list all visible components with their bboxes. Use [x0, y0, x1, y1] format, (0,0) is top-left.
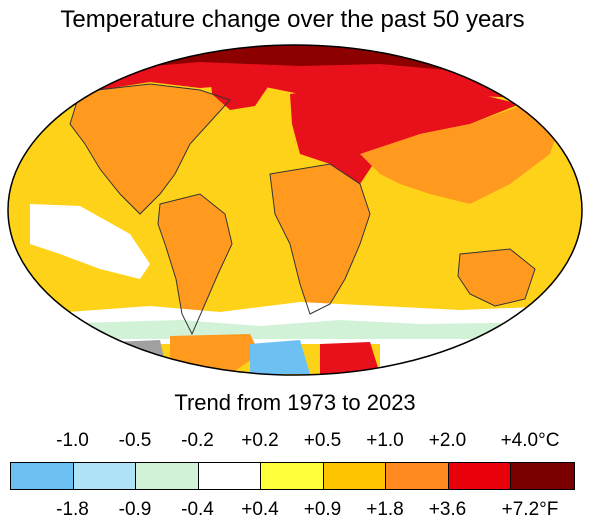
legend-tick-label: +0.2: [241, 430, 279, 451]
legend-swatch: [261, 463, 324, 489]
legend-tick-label: -1.8: [56, 499, 89, 520]
legend-tick-label: +0.9: [303, 499, 342, 520]
antarctica-cold: [250, 340, 310, 374]
trend-subtitle: Trend from 1973 to 2023: [174, 390, 416, 415]
south-america-land: [158, 194, 232, 334]
legend-tick-label: +1.0: [366, 430, 404, 451]
legend-swatch: [448, 463, 511, 489]
pacific-cool-region: [30, 204, 150, 279]
legend-tick-label: +3.6: [428, 499, 467, 520]
legend-tick-label: -0.2: [181, 430, 214, 451]
legend-tick-label: -0.5: [118, 430, 152, 451]
legend-swatch: [386, 463, 449, 489]
antarctica-hot: [320, 342, 380, 374]
map-title: Temperature change over the past 50 year…: [60, 6, 525, 33]
antarctica-no-data: [60, 340, 170, 375]
legend-swatch: [73, 463, 136, 489]
legend-tick-label: -0.4: [181, 499, 214, 520]
coastline: [69, 83, 536, 336]
legend-tick-label: +0.4: [241, 499, 279, 520]
legend-colorbar: [10, 462, 575, 490]
antarctica-cool: [380, 344, 540, 375]
legend-tick-label: +7.2°F: [501, 499, 559, 520]
legend-swatch: [11, 463, 74, 489]
legend-tick-label: +2.0: [428, 430, 467, 451]
africa-land: [270, 164, 370, 314]
map-fill: [8, 45, 582, 375]
greenland-land: [210, 70, 270, 110]
legend-tick-label: +4.0°C: [500, 430, 560, 451]
australia-land: [458, 249, 535, 306]
legend-tick-label: -0.9: [118, 499, 152, 520]
legend-swatch: [136, 463, 199, 489]
legend-swatch: [511, 463, 574, 489]
legend-tick-label: +1.8: [366, 499, 404, 520]
legend-tick-label: +0.5: [303, 430, 342, 451]
legend-tick-label: -1.0: [56, 430, 89, 451]
globe-border: [7, 44, 583, 376]
legend-swatch: [323, 463, 386, 489]
world-temperature-map: [7, 44, 583, 376]
eurasia-hot-region: [290, 84, 520, 184]
southern-ocean-green-band: [30, 320, 570, 339]
eurasia-warm-region: [360, 106, 560, 204]
legend-swatch: [198, 463, 261, 489]
arctic-hot-region: [60, 62, 560, 102]
